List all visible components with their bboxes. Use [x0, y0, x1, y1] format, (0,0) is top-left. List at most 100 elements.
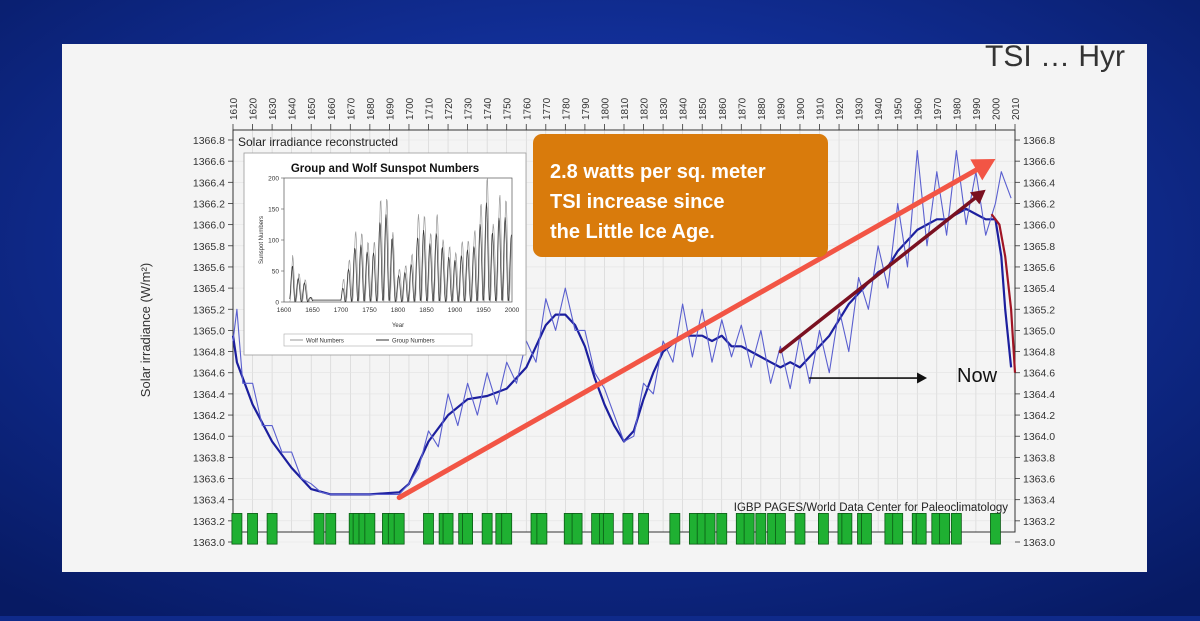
slide-title-fragment: TSI … Hyr: [985, 40, 1125, 73]
trend-arrow-recent: [778, 189, 986, 354]
x-tick-labels: 1610 1620 1630 1640 1650 1660 1670 1680 1690 1700…: [229, 97, 1022, 120]
marker-bar: [481, 513, 493, 545]
x-tick-label: 1880: [757, 97, 768, 120]
x-tick-label: 1980: [952, 97, 963, 120]
x-tick-label: 1650: [307, 97, 318, 120]
inset-x-label: Year: [392, 323, 404, 329]
x-tick-label: 1960: [913, 97, 924, 120]
x-tick-label: 1760: [522, 97, 533, 120]
x-tick-label: 1750: [503, 97, 514, 120]
x-tick-label: 2010: [1011, 97, 1022, 120]
inset-y-tick-label: 100: [268, 238, 279, 245]
x-tick-label: 1850: [698, 97, 709, 120]
marker-bar: [716, 513, 728, 545]
marker-bar: [364, 513, 376, 545]
y-tick-label-right: 1366.8: [1023, 135, 1055, 147]
trend-arrow-main-shaft: [396, 167, 979, 501]
callout-line-1: 2.8 watts per sq. meter: [550, 161, 766, 183]
marker-bar: [939, 513, 951, 545]
inset-x-tick-label: 1700: [334, 307, 349, 314]
trend-arrow-main: [396, 159, 996, 501]
x-tick-label: 1940: [874, 97, 885, 120]
y-tick-label-right: 1364.2: [1023, 410, 1055, 422]
x-tick-label: 1840: [679, 97, 690, 120]
y-tick-label-right: 1365.2: [1023, 304, 1055, 316]
x-tick-label: 1660: [327, 97, 338, 120]
marker-bar: [313, 513, 325, 545]
y-tick-label-right: 1365.6: [1023, 262, 1055, 274]
marker-bar: [794, 513, 806, 545]
y-tick-label-left: 1365.6: [193, 262, 225, 274]
y-tick-label-right: 1364.6: [1023, 368, 1055, 380]
y-tick-label-right: 1366.6: [1023, 156, 1055, 168]
trend-arrow-recent-shaft: [778, 196, 977, 354]
y-tick-label-right: 1364.4: [1023, 389, 1055, 401]
marker-bar: [442, 513, 454, 545]
y-tick-label-right: 1365.0: [1023, 325, 1055, 337]
y-tick-label-left: 1366.0: [193, 220, 225, 232]
y-tick-label-left: 1366.6: [193, 156, 225, 168]
marker-bar: [571, 513, 583, 545]
x-tick-label: 1780: [561, 97, 572, 120]
marker-bar: [775, 513, 786, 545]
marker-bar: [266, 513, 278, 545]
x-tick-label: 1900: [796, 97, 807, 120]
inset-x-tick-label: 1800: [391, 307, 406, 314]
marker-bar: [602, 513, 614, 545]
x-tick-label: 1740: [483, 97, 494, 120]
x-tick-label: 1930: [855, 97, 866, 120]
marker-bar: [950, 513, 962, 545]
x-tick-label: 1670: [346, 97, 357, 120]
marker-bar: [990, 513, 1001, 545]
y-tick-label-right: 1365.8: [1023, 241, 1055, 253]
marker-bar: [915, 513, 927, 545]
y-tick-label-right: 1366.2: [1023, 198, 1055, 210]
inset-line-group: [289, 202, 512, 303]
marker-bar: [462, 513, 474, 545]
y-tick-label-right: 1363.0: [1023, 537, 1055, 549]
y-tick-label-left: 1364.6: [193, 368, 225, 380]
marker-bar: [704, 513, 716, 545]
inset-y-tick-label: 150: [268, 207, 279, 214]
x-tick-label: 1890: [776, 97, 787, 120]
y-tick-label-left: 1366.2: [193, 198, 225, 210]
inner-label: Solar irradiance reconstructed: [238, 135, 398, 149]
source-label: IGBP PAGES/World Data Center for Paleocl…: [734, 502, 1008, 514]
marker-bar: [638, 513, 649, 545]
x-tick-label: 1830: [659, 97, 670, 120]
y-tick-label-right: 1364.8: [1023, 347, 1055, 359]
x-tick-label: 1630: [268, 97, 279, 120]
x-tick-label: 2000: [991, 97, 1002, 120]
x-tick-label: 1690: [385, 97, 396, 120]
inset-x-tick-label: 1850: [419, 307, 434, 314]
inset-y-tick-label: 200: [268, 176, 279, 183]
y-tick-label-left: 1364.2: [193, 410, 225, 422]
x-tick-label: 1710: [425, 97, 436, 120]
y-tick-label-left: 1363.2: [193, 516, 225, 528]
marker-bar: [841, 513, 853, 545]
marker-bar: [743, 513, 755, 545]
x-tick-label: 1920: [835, 97, 846, 120]
y-tick-label-left: 1363.6: [193, 474, 225, 486]
inset-title: Group and Wolf Sunspot Numbers: [291, 163, 479, 175]
x-tick-label: 1800: [600, 97, 611, 120]
x-tick-label: 1870: [737, 97, 748, 120]
inset-legend: Wolf Numbers Group Numbers: [283, 333, 473, 347]
x-tick-label: 1620: [249, 97, 260, 120]
y-tick-label-left: 1365.2: [193, 304, 225, 316]
x-tick-label: 1990: [972, 97, 983, 120]
marker-bar: [393, 513, 405, 545]
legend-entry-wolf: Wolf Numbers: [306, 339, 344, 345]
marker-bar: [818, 513, 829, 545]
y-tick-labels-right: 1363.0 1363.2 1363.4 1363.6 1363.8 1364.0 1364…: [1023, 135, 1055, 549]
y-tick-label-right: 1366.4: [1023, 177, 1055, 189]
y-tick-label-left: 1365.8: [193, 241, 225, 253]
y-tick-labels-left: 1363.0 1363.2 1363.4 1363.6 1363.8 1364.0 1364…: [193, 135, 225, 549]
marker-bar: [423, 513, 434, 545]
x-tick-label: 1820: [640, 97, 651, 120]
y-tick-label-right: 1363.8: [1023, 452, 1055, 464]
inset: Group and Wolf Sunspot Numbers Sunspot N…: [243, 152, 527, 356]
now-label: Now: [957, 365, 998, 387]
now-arrow-head: [917, 372, 928, 384]
